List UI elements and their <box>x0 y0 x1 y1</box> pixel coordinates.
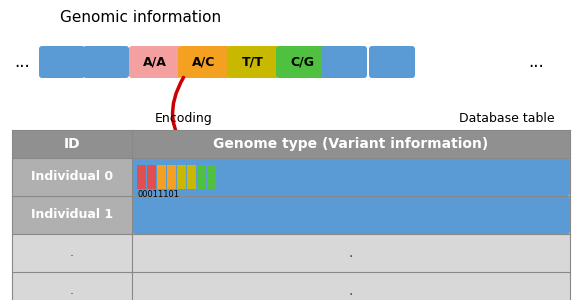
Text: T/T: T/T <box>242 56 264 68</box>
Text: .: . <box>349 284 353 298</box>
Bar <box>137 165 146 189</box>
FancyBboxPatch shape <box>132 158 570 196</box>
FancyBboxPatch shape <box>369 46 415 78</box>
Text: Genome type (Variant information): Genome type (Variant information) <box>214 137 489 151</box>
FancyBboxPatch shape <box>39 46 85 78</box>
FancyBboxPatch shape <box>178 46 230 78</box>
Text: 00011101: 00011101 <box>137 190 179 199</box>
Text: ...: ... <box>528 53 544 71</box>
Text: A/C: A/C <box>192 56 216 68</box>
Bar <box>177 165 186 189</box>
Text: Database table: Database table <box>459 112 555 125</box>
FancyBboxPatch shape <box>12 130 570 158</box>
FancyBboxPatch shape <box>132 196 570 234</box>
Bar <box>167 165 176 189</box>
Bar <box>197 165 206 189</box>
Text: ...: ... <box>14 53 30 71</box>
Bar <box>157 165 166 189</box>
FancyBboxPatch shape <box>83 46 129 78</box>
Text: ID: ID <box>63 137 80 151</box>
FancyBboxPatch shape <box>276 46 328 78</box>
FancyBboxPatch shape <box>12 158 570 196</box>
FancyBboxPatch shape <box>12 196 570 234</box>
FancyArrowPatch shape <box>172 77 190 153</box>
Bar <box>187 165 196 189</box>
FancyBboxPatch shape <box>321 46 367 78</box>
FancyBboxPatch shape <box>12 234 570 272</box>
Bar <box>147 165 156 189</box>
FancyBboxPatch shape <box>227 46 279 78</box>
FancyBboxPatch shape <box>129 46 181 78</box>
Text: Genomic information: Genomic information <box>60 10 221 25</box>
Text: Encoding: Encoding <box>155 112 213 125</box>
Text: .: . <box>70 247 74 260</box>
Text: .: . <box>349 246 353 260</box>
FancyBboxPatch shape <box>12 272 570 300</box>
Bar <box>207 165 216 189</box>
Text: .: . <box>70 284 74 298</box>
Text: Individual 0: Individual 0 <box>31 170 113 184</box>
Text: Individual 1: Individual 1 <box>31 208 113 221</box>
Text: A/A: A/A <box>143 56 167 68</box>
Text: C/G: C/G <box>290 56 314 68</box>
